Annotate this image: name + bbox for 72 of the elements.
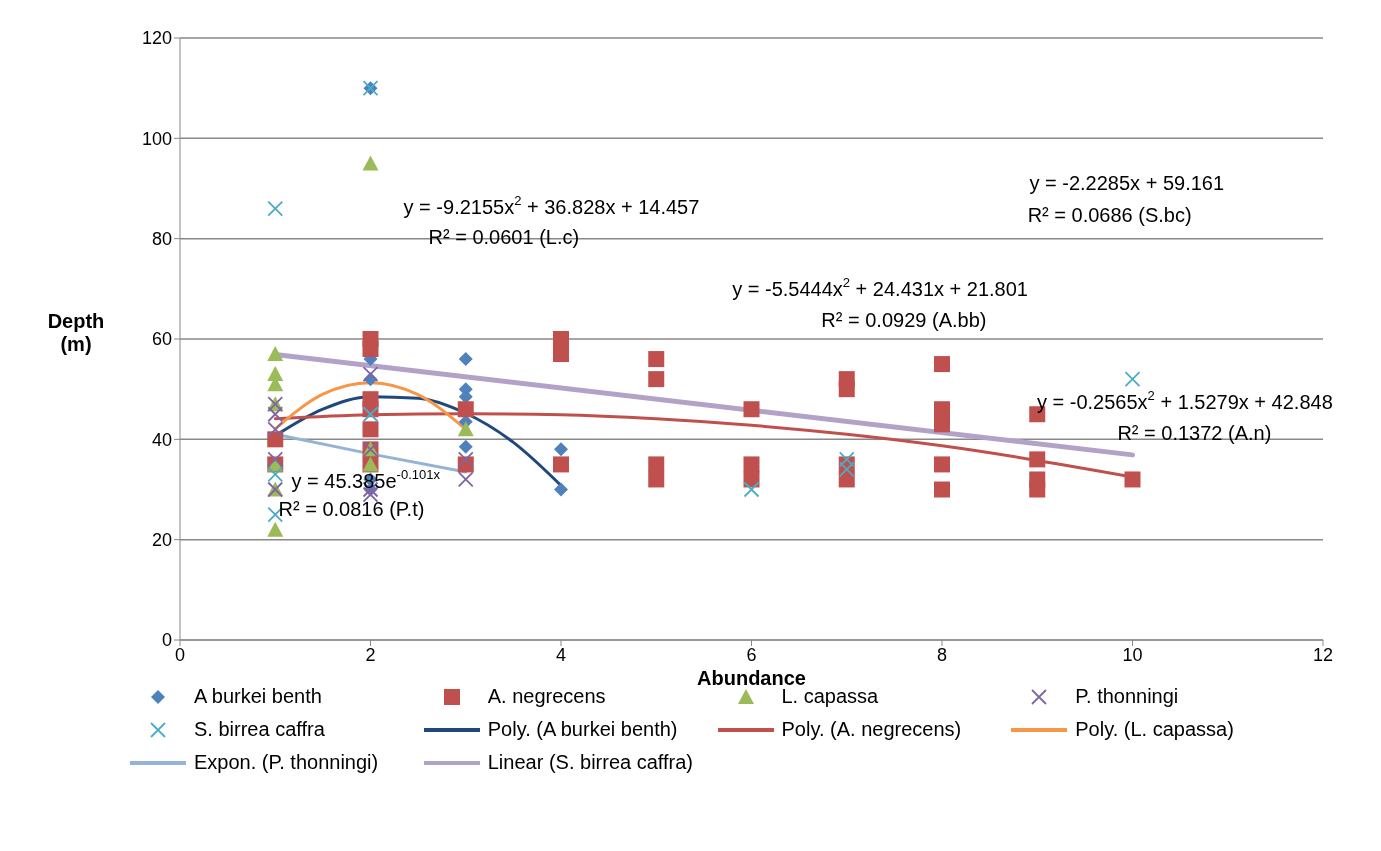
point bbox=[743, 456, 760, 473]
legend-label: Linear (S. birrea caffra) bbox=[487, 751, 694, 774]
point bbox=[362, 366, 379, 383]
x-tick-label: 0 bbox=[174, 644, 186, 665]
point bbox=[934, 356, 950, 373]
annotation: R² = 0.0601 (L.c) bbox=[428, 225, 580, 248]
point bbox=[1124, 371, 1141, 388]
point bbox=[648, 456, 665, 473]
point bbox=[267, 521, 284, 537]
point bbox=[648, 471, 665, 488]
point bbox=[457, 471, 474, 488]
point bbox=[554, 442, 568, 457]
x-tick-label: 2 bbox=[365, 644, 376, 665]
point bbox=[1029, 481, 1046, 498]
point bbox=[267, 200, 284, 217]
x-tick-label: 6 bbox=[746, 644, 757, 665]
point bbox=[934, 401, 950, 418]
point bbox=[838, 461, 855, 478]
point bbox=[934, 456, 950, 473]
point bbox=[838, 381, 855, 398]
annotation: y = -5.5444x$^{2}$ + 24.431x + 21.801 bbox=[732, 275, 1028, 301]
point bbox=[934, 481, 950, 498]
annotation: R² = 0.0686 (S.bc) bbox=[1027, 203, 1192, 226]
point bbox=[457, 421, 474, 437]
point bbox=[362, 341, 379, 358]
x-tick-label: 4 bbox=[555, 644, 567, 665]
annotation: R² = 0.0929 (A.bb) bbox=[821, 309, 987, 332]
x-tick-label: 12 bbox=[1312, 644, 1334, 665]
point bbox=[362, 406, 379, 423]
point bbox=[553, 346, 569, 363]
legend-label: Poly. (A burkei benth) bbox=[487, 718, 678, 741]
point bbox=[457, 401, 474, 418]
point bbox=[457, 451, 474, 468]
x-tick-label: 10 bbox=[1122, 644, 1143, 665]
point bbox=[1029, 451, 1046, 468]
point bbox=[267, 451, 284, 468]
legend-label: A. negrecens bbox=[487, 685, 606, 708]
legend-label: P. thonningi bbox=[1075, 685, 1179, 708]
point bbox=[362, 155, 379, 171]
point bbox=[267, 466, 284, 483]
y-tick-label: 100 bbox=[141, 128, 172, 149]
annotation: R² = 0.0816 (P.t) bbox=[278, 497, 425, 520]
legend-label: S. birrea caffra bbox=[194, 718, 325, 741]
y-axis-title: Depth (m) bbox=[46, 310, 106, 356]
y-tick-label: 80 bbox=[151, 229, 172, 250]
point bbox=[554, 482, 568, 497]
y-tick-label: 40 bbox=[151, 429, 172, 450]
point bbox=[934, 416, 950, 433]
annotation: y = -2.2285x + 59.161 bbox=[1029, 172, 1225, 195]
point bbox=[458, 352, 473, 367]
point bbox=[1124, 471, 1141, 488]
legend-label: A burkei benth bbox=[194, 685, 322, 708]
point bbox=[553, 456, 569, 473]
point bbox=[362, 421, 379, 438]
y-tick-label: 60 bbox=[151, 329, 172, 350]
point bbox=[648, 351, 665, 368]
annotation: y = -9.2155x$^{2}$ + 36.828x + 14.457 bbox=[403, 192, 700, 218]
point bbox=[743, 401, 760, 418]
y-tick-label: 0 bbox=[161, 630, 172, 651]
legend-label: Expon. (P. thonningi) bbox=[194, 751, 379, 774]
legend-label: Poly. (A. negrecens) bbox=[781, 718, 962, 741]
y-tick-label: 120 bbox=[141, 28, 172, 49]
point bbox=[553, 331, 569, 347]
point bbox=[458, 439, 473, 454]
legend-label: Poly. (L. capassa) bbox=[1075, 718, 1234, 741]
point bbox=[743, 481, 760, 498]
x-tick-label: 8 bbox=[936, 644, 948, 665]
point bbox=[648, 371, 665, 388]
annotation: R² = 0.1372 (A.n) bbox=[1117, 422, 1272, 445]
point bbox=[267, 346, 284, 362]
y-tick-label: 20 bbox=[151, 530, 172, 551]
point bbox=[838, 451, 855, 468]
